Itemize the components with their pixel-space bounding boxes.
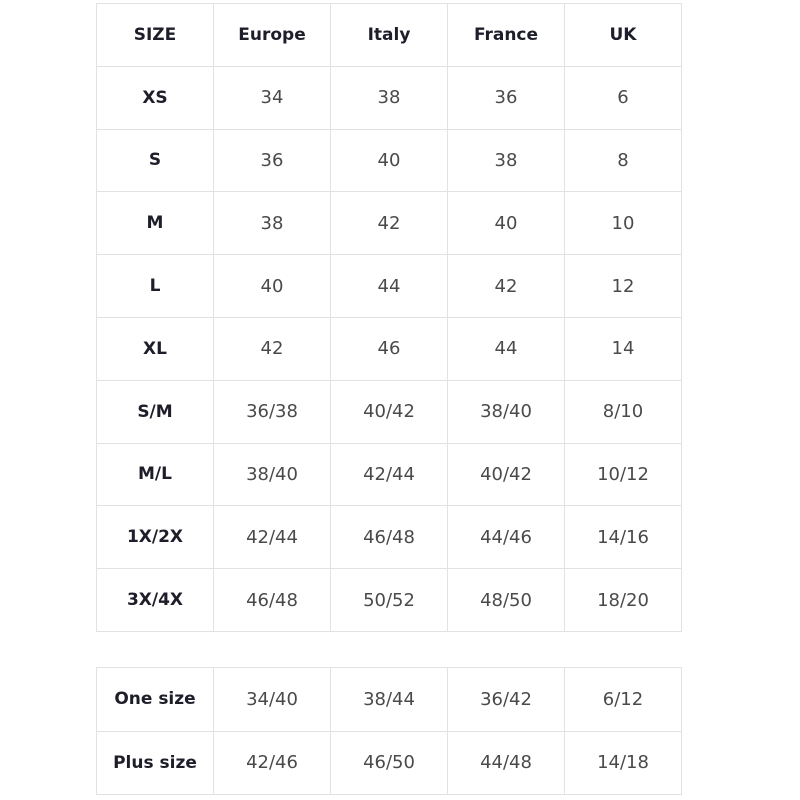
table-cell: 46/48 [330, 505, 448, 570]
row-header: M/L [96, 442, 214, 507]
table-cell: 40 [330, 128, 448, 193]
table-cell: 34/40 [213, 667, 331, 732]
table-row: S/M 36/38 40/42 38/40 8/10 [96, 379, 682, 444]
table-row: One size 34/40 38/44 36/42 6/12 [96, 667, 682, 732]
table-cell: 36 [447, 65, 565, 130]
table-row: L 40 44 42 12 [96, 254, 682, 318]
table-row: M/L 38/40 42/44 40/42 10/12 [96, 442, 682, 507]
table-cell: 36/42 [447, 667, 565, 732]
table-row: XL 42 46 44 14 [96, 316, 682, 381]
table-cell: 42 [330, 191, 448, 256]
table-cell: 42 [213, 316, 331, 381]
row-header: S/M [96, 379, 214, 444]
table-cell: 18/20 [564, 568, 682, 632]
table-cell: 14/18 [564, 730, 682, 795]
column-header: Italy [330, 3, 448, 67]
table-cell: 44/46 [447, 505, 565, 570]
table-cell: 46/50 [330, 730, 448, 795]
table-cell: 40 [213, 254, 331, 318]
table-cell: 38/44 [330, 667, 448, 732]
table-cell: 12 [564, 254, 682, 318]
table-row: XS 34 38 36 6 [96, 65, 682, 130]
table-cell: 14/16 [564, 505, 682, 570]
table-cell: 8 [564, 128, 682, 193]
row-header: XS [96, 65, 214, 130]
column-header: Europe [213, 3, 331, 67]
table-cell: 10 [564, 191, 682, 256]
table-cell: 38 [447, 128, 565, 193]
row-header: 1X/2X [96, 505, 214, 570]
table-cell: 38 [330, 65, 448, 130]
table-cell: 40/42 [330, 379, 448, 444]
table-row: 1X/2X 42/44 46/48 44/46 14/16 [96, 505, 682, 570]
row-header: 3X/4X [96, 568, 214, 632]
table-cell: 44 [330, 254, 448, 318]
one-plus-size-table: One size 34/40 38/44 36/42 6/12 Plus size 42/4… [96, 667, 682, 795]
row-header: Plus size [96, 730, 214, 795]
table-cell: 6/12 [564, 667, 682, 732]
table-cell: 38 [213, 191, 331, 256]
table-row: 3X/4X 46/48 50/52 48/50 18/20 [96, 568, 682, 632]
row-header: XL [96, 316, 214, 381]
table-cell: 8/10 [564, 379, 682, 444]
table-row: Plus size 42/46 46/50 44/48 14/18 [96, 730, 682, 795]
table-cell: 36/38 [213, 379, 331, 444]
table-cell: 48/50 [447, 568, 565, 632]
row-header: S [96, 128, 214, 193]
row-header: M [96, 191, 214, 256]
row-header: L [96, 254, 214, 318]
table-cell: 46 [330, 316, 448, 381]
header-row: SIZE Europe Italy France UK [96, 3, 682, 67]
table-cell: 46/48 [213, 568, 331, 632]
table-cell: 38/40 [447, 379, 565, 444]
table-cell: 42/44 [213, 505, 331, 570]
table-cell: 36 [213, 128, 331, 193]
table-cell: 42/44 [330, 442, 448, 507]
table-cell: 6 [564, 65, 682, 130]
table-cell: 42 [447, 254, 565, 318]
table-cell: 14 [564, 316, 682, 381]
size-chart-table: SIZE Europe Italy France UK XS 34 38 36 6 S 36 40 38 8… [96, 3, 682, 632]
column-header: UK [564, 3, 682, 67]
table-cell: 42/46 [213, 730, 331, 795]
column-header: SIZE [96, 3, 214, 67]
table-cell: 34 [213, 65, 331, 130]
table-cell: 50/52 [330, 568, 448, 632]
table-cell: 40/42 [447, 442, 565, 507]
table-row: M 38 42 40 10 [96, 191, 682, 256]
table-cell: 40 [447, 191, 565, 256]
column-header: France [447, 3, 565, 67]
row-header: One size [96, 667, 214, 732]
table-row: S 36 40 38 8 [96, 128, 682, 193]
table-cell: 44/48 [447, 730, 565, 795]
table-cell: 44 [447, 316, 565, 381]
table-cell: 38/40 [213, 442, 331, 507]
table-cell: 10/12 [564, 442, 682, 507]
